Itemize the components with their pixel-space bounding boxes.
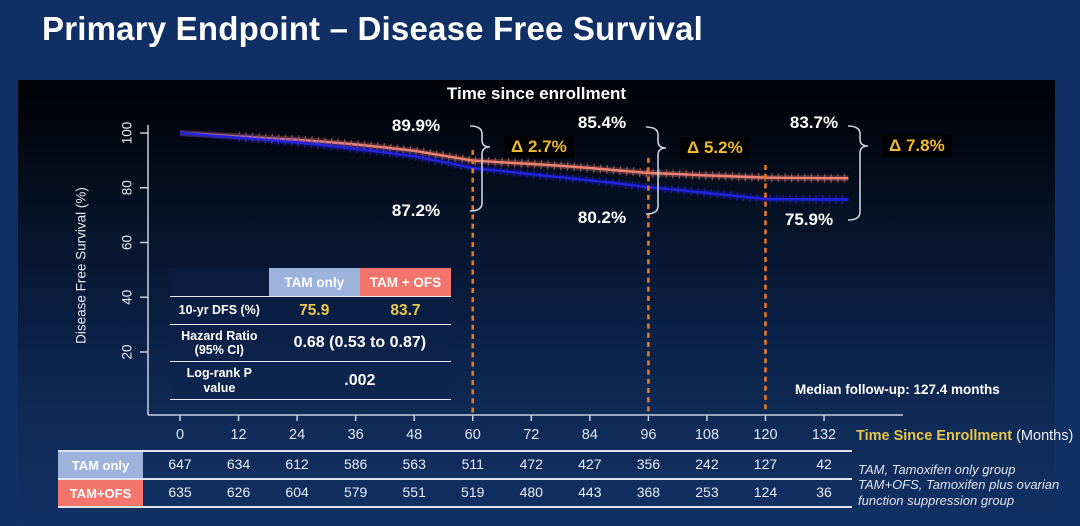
stats-logrank-value: .002 [344, 371, 376, 389]
risk-table-border-bottom [58, 506, 852, 508]
risk-count: 253 [695, 484, 719, 500]
y-tick-label: 100 [120, 122, 135, 145]
stats-header-tam-ofs: TAM + OFS [359, 268, 452, 296]
median-followup-note: Median follow-up: 127.4 months [795, 382, 1000, 397]
risk-table-border-top [58, 450, 852, 452]
landmark-delta: Δ 5.2% [680, 137, 750, 159]
y-tick-label: 80 [120, 180, 135, 195]
x-tick-label: 24 [289, 427, 305, 443]
risk-count: 242 [695, 456, 719, 472]
risk-count: 579 [343, 484, 368, 500]
x-tick-label: 60 [465, 427, 481, 443]
risk-count: 612 [285, 456, 309, 472]
stats-dfs-tam-only: 75.9 [299, 301, 330, 319]
risk-table-border-middle [58, 478, 852, 480]
risk-count: 472 [519, 456, 543, 472]
risk-count: 511 [461, 456, 484, 472]
y-tick-label: 20 [120, 344, 135, 359]
landmark-pct-tam-ofs: 85.4% [577, 113, 627, 132]
stats-logrank-label: Log-rank P value [186, 366, 252, 395]
chart-panel: Time since enrollment 100 80 60 40 20 0 12 24 36… [18, 80, 1073, 526]
stats-header-spacer [170, 268, 269, 296]
chart-title: Time since enrollment [446, 84, 627, 103]
landmark-pct-tam-ofs: 89.9% [391, 116, 441, 135]
risk-count: 647 [168, 456, 192, 472]
y-tick-label: 60 [120, 235, 135, 250]
x-tick-label: 0 [176, 427, 184, 443]
risk-count: 42 [816, 456, 832, 472]
footnote-tam-ofs: TAM+OFS, Tamoxifen plus ovarian function… [858, 477, 1060, 508]
risk-count: 635 [168, 484, 192, 500]
delta-brace [847, 125, 869, 221]
risk-count: 519 [461, 484, 485, 500]
landmark-pct-tam-only: 80.2% [577, 208, 627, 227]
risk-count: 127 [753, 456, 778, 472]
delta-brace [645, 126, 667, 215]
landmark-pct-tam-only: 75.9% [784, 210, 834, 229]
stats-row-hazard-ratio: Hazard Ratio (95% CI) 0.68 (0.53 to 0.87… [170, 324, 451, 361]
risk-count: 480 [519, 484, 543, 500]
stats-table: TAM only TAM + OFS 10-yr DFS (%) 75.9 83… [170, 268, 452, 400]
stats-header-tam-only: TAM only [268, 268, 360, 296]
footnotes: TAM, Tamoxifen only group TAM+OFS, Tamox… [858, 462, 1066, 508]
delta-brace [469, 125, 491, 212]
risk-label-tam-only: TAM only [58, 452, 143, 478]
km-survival-chart: 100 80 60 40 20 0 12 24 36 48 60 72 84 96 108 120 132 [120, 122, 903, 443]
footnote-tam: TAM, Tamoxifen only group [858, 462, 1016, 477]
stats-dfs-label: 10-yr DFS (%) [178, 303, 260, 318]
risk-count: 551 [402, 484, 426, 500]
stats-row-dfs: 10-yr DFS (%) 75.9 83.7 [170, 296, 451, 324]
risk-label-tam-ofs: TAM+OFS [58, 480, 143, 506]
x-tick-label: 108 [695, 427, 719, 443]
risk-count: 368 [636, 484, 661, 500]
x-tick-label: 84 [582, 427, 598, 443]
risk-count: 36 [816, 484, 832, 500]
landmark-delta: Δ 2.7% [504, 136, 574, 158]
x-tick-label: 120 [753, 427, 777, 443]
stats-row-logrank: Log-rank P value .002 [170, 361, 451, 400]
stats-hr-label: Hazard Ratio (95% CI) [181, 328, 258, 357]
risk-count: 586 [343, 456, 368, 472]
risk-count: 626 [226, 484, 251, 500]
y-axis-label: Disease Free Survival (%) [73, 187, 89, 344]
risk-count: 604 [285, 484, 309, 500]
tam-only-curve [179, 131, 849, 201]
x-tick-label: 48 [406, 427, 422, 443]
x-axis-label: Time Since Enrollment (Months) [856, 428, 1073, 444]
risk-count: 443 [578, 484, 602, 500]
risk-count: 427 [578, 456, 602, 472]
risk-count: 634 [226, 456, 251, 472]
x-tick-label: 36 [348, 427, 364, 443]
risk-count: 563 [402, 456, 426, 472]
stats-hr-value: 0.68 (0.53 to 0.87) [293, 334, 427, 351]
x-axis-label-unit: (Months) [1012, 428, 1074, 444]
risk-count: 356 [636, 456, 661, 472]
landmark-pct-tam-ofs: 83.7% [789, 113, 839, 132]
x-tick-label: 96 [640, 427, 656, 443]
x-tick-label: 12 [230, 427, 246, 443]
stats-table-header-row: TAM only TAM + OFS [170, 268, 452, 296]
y-tick-label: 40 [120, 290, 135, 305]
landmark-pct-tam-only: 87.2% [391, 201, 441, 220]
x-axis-label-emphasis: Time Since Enrollment [856, 428, 1013, 444]
x-tick-label: 72 [523, 427, 539, 443]
x-tick-label: 132 [812, 427, 836, 443]
risk-count: 124 [753, 484, 778, 500]
landmark-delta: Δ 7.8% [882, 135, 952, 157]
slide-title: Primary Endpoint – Disease Free Survival [42, 10, 703, 47]
stats-dfs-tam-ofs: 83.7 [390, 301, 421, 319]
